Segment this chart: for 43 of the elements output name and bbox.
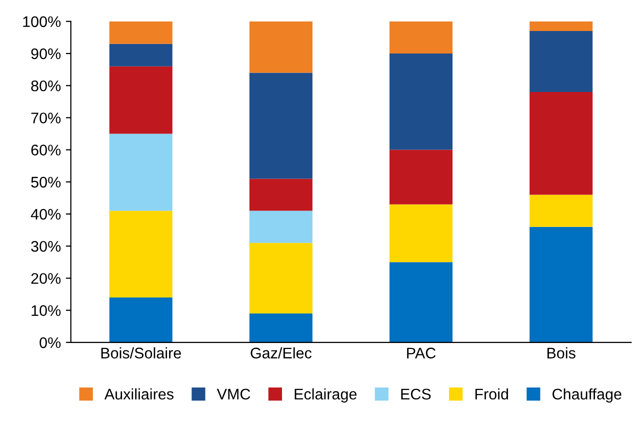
legend-label: Auxiliaires: [104, 388, 174, 400]
bar: [109, 134, 172, 211]
legend-label: VMC: [216, 388, 250, 400]
y-tick-label: 60%: [31, 144, 61, 156]
bar: [249, 314, 312, 342]
legend-label: Eclairage: [294, 388, 357, 403]
bar: [390, 54, 453, 150]
y-tick-label: 10%: [32, 305, 61, 316]
bar: [249, 72, 312, 179]
bar: [109, 66, 172, 134]
bar: [530, 31, 593, 92]
bar: [530, 21, 593, 32]
y-tick-label: 30%: [31, 240, 61, 252]
y-tick-label: 20%: [31, 273, 61, 284]
bar: [390, 262, 453, 342]
y-tick-label: 70%: [31, 112, 61, 124]
y-tick-label: 80%: [31, 80, 61, 92]
bar: [530, 226, 593, 342]
bar: [109, 44, 172, 66]
bar: [249, 242, 312, 314]
bar: [390, 150, 453, 204]
bar: [390, 21, 453, 54]
x-tick-label: Bois: [547, 347, 576, 358]
bar: [530, 92, 593, 195]
bar: [249, 21, 312, 73]
bar: [109, 297, 172, 342]
y-tick-label: 0%: [40, 337, 61, 348]
x-tick-label: PAC: [407, 348, 436, 358]
y-tick-label: 90%: [31, 48, 61, 60]
bar: [390, 204, 453, 262]
y-tick-label: 100%: [23, 16, 61, 28]
legend-label: Froid: [475, 388, 508, 400]
bar: [530, 194, 593, 227]
bar: [249, 178, 312, 211]
bar: [109, 210, 172, 298]
legend-label: Chauffage: [552, 388, 622, 403]
bar: [109, 21, 172, 44]
bar: [249, 210, 312, 243]
x-tick-label: Gaz/Elec: [250, 347, 312, 358]
legend-label: ECS: [401, 388, 431, 400]
x-tick-label: Bois/Solaire: [101, 347, 181, 358]
y-tick-label: 40%: [30, 208, 61, 220]
y-tick-label: 50%: [31, 176, 61, 188]
